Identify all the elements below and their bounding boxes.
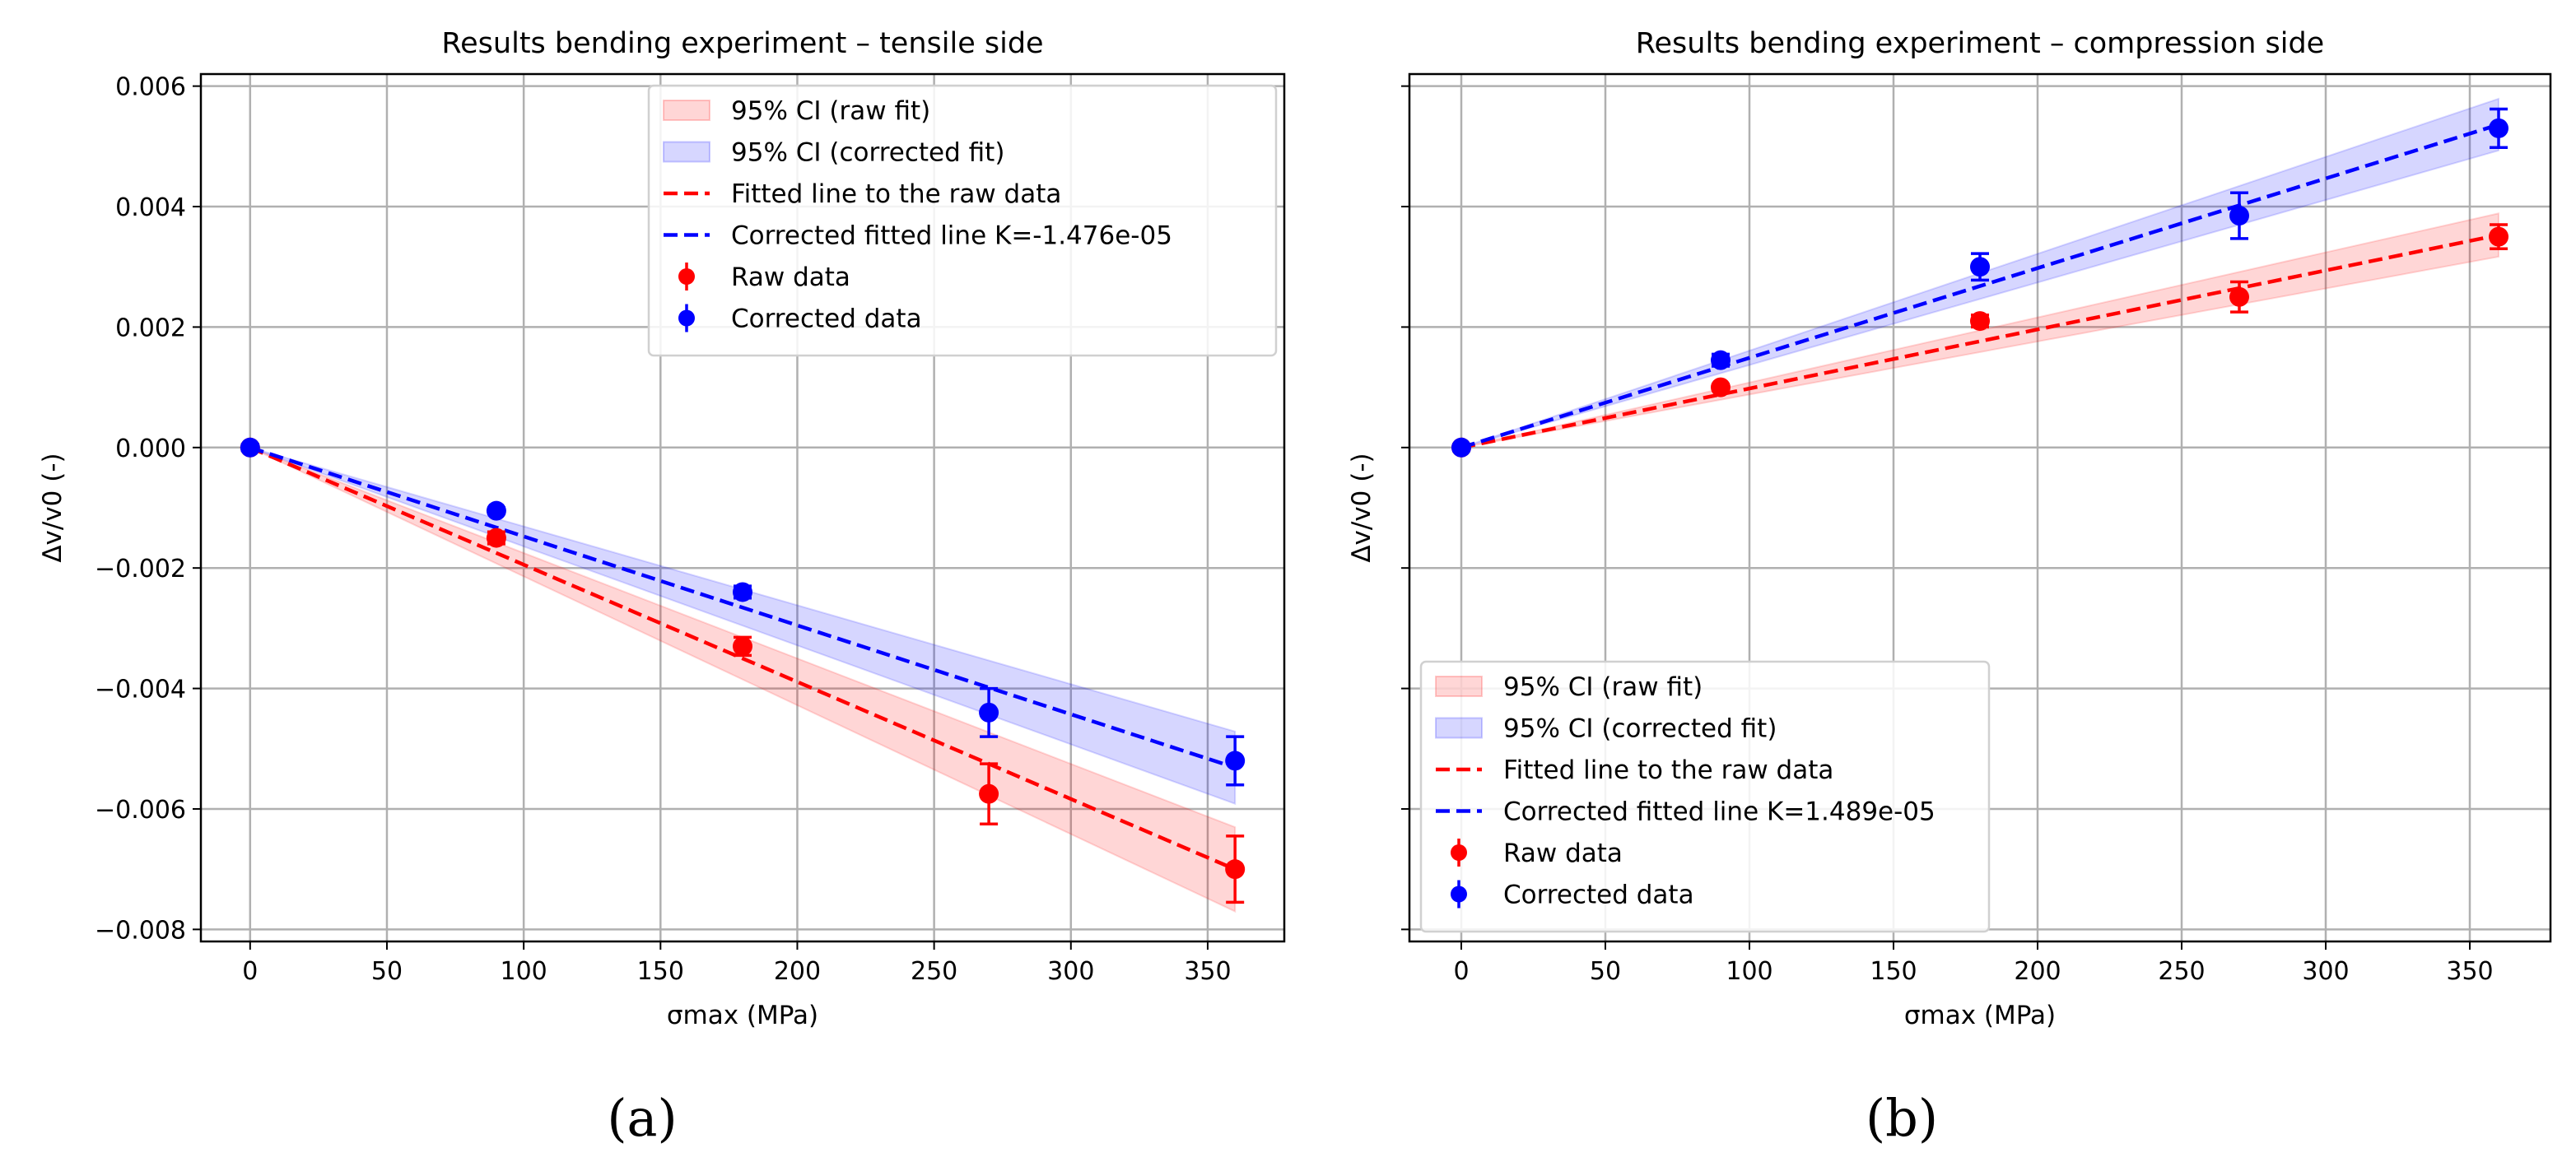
legend-label: Raw data [731,263,850,292]
legend-swatch-point [1451,885,1467,903]
x-tick-label: 250 [911,957,957,986]
x-tick-label: 350 [1184,957,1231,986]
legend-swatch-ci [663,141,710,163]
legend-swatch-ci [663,100,710,121]
legend-label: 95% CI (corrected fit) [731,138,1004,168]
fit-line-raw [1460,233,2499,450]
x-tick-label: 250 [2158,957,2205,986]
data-point-raw [2229,286,2249,307]
legend-swatch-point [678,309,695,327]
x-tick-label: 300 [1047,957,1094,986]
fit-line-corrected [1460,123,2499,449]
y-axis-label: Δv/v0 (-) [38,453,68,562]
data-point-raw [486,528,506,548]
x-tick-label: 100 [501,957,547,986]
axes-frame [199,72,1286,943]
data-point-corrected [1225,751,1246,771]
legend-swatch-ci [1435,676,1483,697]
data-point-raw [733,636,752,657]
panel-label: (a) [607,1088,677,1148]
x-tick-label: 350 [2446,957,2493,986]
fit-line-raw [249,445,1237,872]
data-point-raw [1711,377,1731,397]
legend-box [1419,660,1991,933]
legend-label: Corrected fitted line K=-1.476e-05 [731,221,1172,251]
y-tick-label: −0.002 [95,555,186,583]
data-point-corrected [1711,350,1731,370]
legend-label: Corrected data [1503,881,1694,910]
x-axis-label: σmax (MPa) [667,1001,818,1030]
y-tick-label: −0.004 [95,676,186,704]
y-tick-label: 0.000 [115,435,186,463]
x-tick-label: 100 [1726,957,1772,986]
y-tick-label: 0.006 [115,73,186,102]
y-tick-label: 0.004 [115,193,186,222]
legend-label: Fitted line to the raw data [1503,755,1833,785]
chart-panel-1: 0 50 100 150 200 250 300 350 −0.008 −0.006 −0.004 −… [38,27,1286,1148]
panel-label: (b) [1866,1088,1938,1148]
data-point-corrected [1970,257,1990,277]
data-point-corrected [733,582,752,602]
legend-swatch-point [678,268,695,285]
legend-label: 95% CI (corrected fit) [1503,714,1777,744]
x-tick-label: 200 [774,957,821,986]
ci-band-corrected [249,446,1237,806]
legend-label: Fitted line to the raw data [731,179,1061,209]
y-axis-label: Δv/v0 (-) [1347,453,1377,562]
y-tick-label: 0.002 [115,314,186,342]
data-point-raw [1970,311,1990,332]
x-tick-label: 150 [1870,957,1917,986]
legend-swatch-ci [1435,717,1483,739]
legend-label: 95% CI (raw fit) [731,96,930,126]
chart-title: Results bending experiment – compression… [1636,27,2324,60]
chart-title: Results bending experiment – tensile sid… [441,27,1043,60]
data-point-raw [979,783,999,804]
data-point-corrected [486,500,506,521]
data-point-corrected [1451,437,1471,458]
legend-box [647,84,1278,357]
axes-frame [1408,72,2552,943]
data-point-raw [2489,226,2508,247]
data-point-corrected [240,437,260,458]
legend: 95% CI (raw fit) 95% CI (corrected fit) Fi… [647,84,1278,357]
chart-panel-2: 0 50 100 150 200 250 300 350 Results bending exp… [1347,27,2552,1148]
x-axis-label: σmax (MPa) [1904,1001,2056,1030]
legend-label: Corrected data [731,304,922,334]
data-point-raw [1225,859,1246,880]
ci-band-raw [249,446,1237,913]
legend-label: 95% CI (raw fit) [1503,672,1703,702]
legend-label: Raw data [1503,839,1623,868]
x-tick-label: 200 [2014,957,2061,986]
x-tick-label: 50 [371,957,403,986]
y-tick-label: −0.006 [95,796,186,825]
fit-line-corrected [249,445,1236,769]
legend: 95% CI (raw fit) 95% CI (corrected fit) Fi… [1419,660,1991,933]
x-tick-label: 0 [242,957,258,986]
x-tick-label: 300 [2302,957,2349,986]
legend-label: Corrected fitted line K=1.489e-05 [1503,797,1935,827]
y-tick-label: −0.008 [95,916,186,945]
x-tick-label: 150 [637,957,684,986]
legend-swatch-point [1451,844,1467,861]
data-point-corrected [979,702,999,723]
x-tick-label: 0 [1453,957,1469,986]
data-point-corrected [2229,206,2249,226]
data-point-corrected [2489,118,2508,138]
x-tick-label: 50 [1590,957,1621,986]
